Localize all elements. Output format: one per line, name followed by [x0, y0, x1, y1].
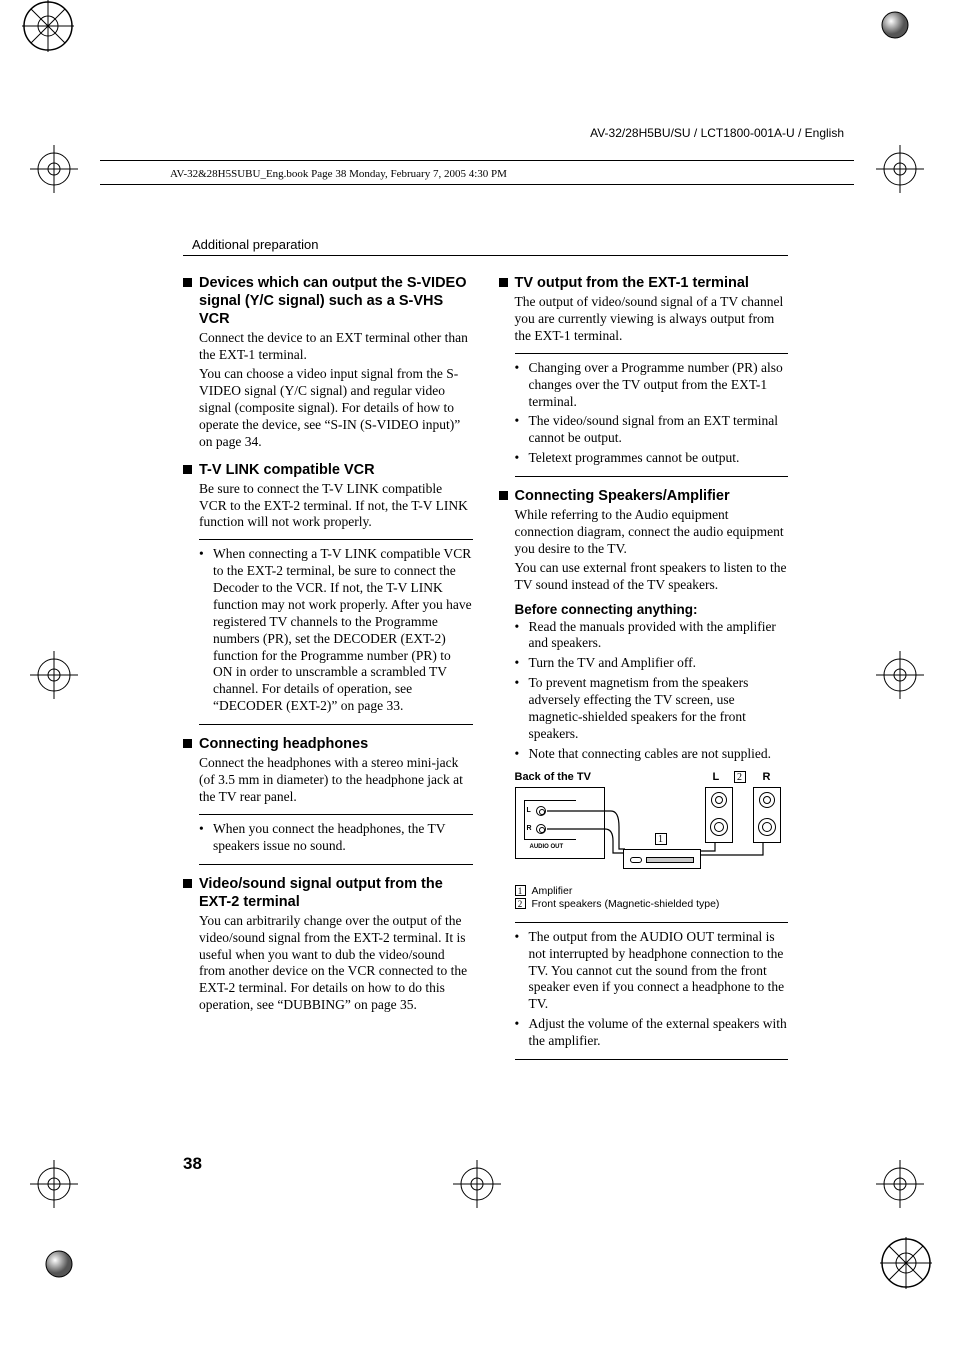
crop-mark-icon [30, 651, 78, 699]
note-box: When connecting a T-V LINK compatible VC… [199, 539, 473, 725]
jack-label-l: L [527, 807, 531, 814]
note-item: The output from the AUDIO OUT terminal i… [515, 929, 789, 1013]
heading-text: Video/sound signal output from the EXT-2… [199, 875, 473, 911]
note-item: Changing over a Programme number (PR) al… [515, 360, 789, 411]
right-column: TV output from the EXT-1 terminal The ou… [499, 264, 789, 1060]
square-bullet-icon [183, 879, 192, 888]
bullet-item: Note that connecting cables are not supp… [515, 746, 789, 763]
header-rule [100, 184, 854, 185]
heading-text: Connecting Speakers/Amplifier [515, 487, 789, 505]
legend-number: 1 [515, 885, 526, 896]
crop-mark-icon [30, 145, 78, 193]
paragraph: Connect the device to an EXT terminal ot… [199, 330, 473, 364]
note-list: The output from the AUDIO OUT terminal i… [515, 929, 789, 1050]
square-bullet-icon [183, 739, 192, 748]
running-section-label: Additional preparation [192, 237, 318, 252]
heading-ext2-output: Video/sound signal output from the EXT-2… [183, 875, 473, 911]
heading-headphones: Connecting headphones [183, 735, 473, 753]
callout-number-1: 1 [655, 833, 667, 845]
paragraph: While referring to the Audio equipment c… [515, 507, 789, 558]
registration-dot-icon [44, 1249, 74, 1279]
legend-row: 1 Amplifier [515, 885, 789, 899]
amplifier-icon [623, 849, 701, 869]
square-bullet-icon [183, 278, 192, 287]
diagram-label-back-of-tv: Back of the TV [515, 771, 591, 783]
paragraph: You can arbitrarily change over the outp… [199, 913, 473, 1014]
crop-mark-icon [876, 651, 924, 699]
crop-mark-icon [876, 1160, 924, 1208]
section-rule [183, 255, 788, 256]
bullet-item: Read the manuals provided with the ampli… [515, 619, 789, 653]
heading-text: TV output from the EXT-1 terminal [515, 274, 789, 292]
note-list: When connecting a T-V LINK compatible VC… [199, 546, 473, 715]
heading-speakers-amplifier: Connecting Speakers/Amplifier [499, 487, 789, 505]
note-item: When connecting a T-V LINK compatible VC… [199, 546, 473, 715]
square-bullet-icon [183, 465, 192, 474]
note-item: Teletext programmes cannot be output. [515, 450, 789, 467]
crop-mark-icon [876, 145, 924, 193]
heading-text: T-V LINK compatible VCR [199, 461, 473, 479]
connection-diagram: Back of the TV L R L R AUDIO OUT [515, 771, 789, 881]
note-box: The output from the AUDIO OUT terminal i… [515, 922, 789, 1060]
legend-text: Front speakers (Magnetic-shielded type) [532, 898, 720, 912]
diagram-legend: 1 Amplifier 2 Front speakers (Magnetic-s… [515, 885, 789, 912]
registration-dot-icon [880, 10, 910, 40]
bullet-item: Turn the TV and Amplifier off. [515, 655, 789, 672]
content-columns: Devices which can output the S-VIDEO sig… [183, 264, 788, 1060]
jack-label-r: R [527, 825, 532, 832]
paragraph: You can choose a video input signal from… [199, 366, 473, 450]
registration-mark-icon [22, 0, 74, 52]
note-item: The video/sound signal from an EXT termi… [515, 413, 789, 447]
note-item: Adjust the volume of the external speake… [515, 1016, 789, 1050]
document-id: AV-32/28H5BU/SU / LCT1800-001A-U / Engli… [590, 126, 844, 140]
bullet-list: Read the manuals provided with the ampli… [515, 619, 789, 763]
note-item: When you connect the headphones, the TV … [199, 821, 473, 855]
bullet-item: To prevent magnetism from the speakers a… [515, 675, 789, 743]
legend-number: 2 [515, 898, 526, 909]
note-list: Changing over a Programme number (PR) al… [515, 360, 789, 467]
audio-jack-l-icon [536, 806, 546, 816]
heading-svideo-devices: Devices which can output the S-VIDEO sig… [183, 274, 473, 328]
left-column: Devices which can output the S-VIDEO sig… [183, 264, 473, 1060]
square-bullet-icon [499, 278, 508, 287]
heading-text: Connecting headphones [199, 735, 473, 753]
speaker-left-icon [705, 787, 733, 843]
crop-mark-icon [30, 1160, 78, 1208]
paragraph: Connect the headphones with a stereo min… [199, 755, 473, 806]
square-bullet-icon [499, 491, 508, 500]
legend-text: Amplifier [532, 885, 573, 899]
registration-mark-icon [880, 1237, 932, 1289]
audio-jack-r-icon [536, 824, 546, 834]
heading-text: Devices which can output the S-VIDEO sig… [199, 274, 473, 328]
callout-number-2: 2 [734, 771, 746, 783]
legend-row: 2 Front speakers (Magnetic-shielded type… [515, 898, 789, 912]
crop-mark-icon [453, 1160, 501, 1208]
paragraph: Be sure to connect the T-V LINK compatib… [199, 481, 473, 532]
page: AV-32/28H5BU/SU / LCT1800-001A-U / Engli… [0, 0, 954, 1351]
note-box: When you connect the headphones, the TV … [199, 814, 473, 865]
book-page-info: AV-32&28H5SUBU_Eng.book Page 38 Monday, … [170, 168, 507, 180]
speaker-right-icon [753, 787, 781, 843]
diagram-label-right-speaker: R [763, 771, 771, 783]
note-box: Changing over a Programme number (PR) al… [515, 353, 789, 477]
page-number: 38 [183, 1154, 202, 1174]
subheading-before-connecting: Before connecting anything: [515, 602, 789, 617]
tv-back-panel-icon: L R AUDIO OUT [515, 787, 605, 859]
heading-ext1-output: TV output from the EXT-1 terminal [499, 274, 789, 292]
heading-tvlink-vcr: T-V LINK compatible VCR [183, 461, 473, 479]
diagram-label-left-speaker: L [713, 771, 720, 783]
note-list: When you connect the headphones, the TV … [199, 821, 473, 855]
header-rule [100, 160, 854, 161]
paragraph: You can use external front speakers to l… [515, 560, 789, 594]
paragraph: The output of video/sound signal of a TV… [515, 294, 789, 345]
audio-out-label: AUDIO OUT [530, 844, 564, 850]
